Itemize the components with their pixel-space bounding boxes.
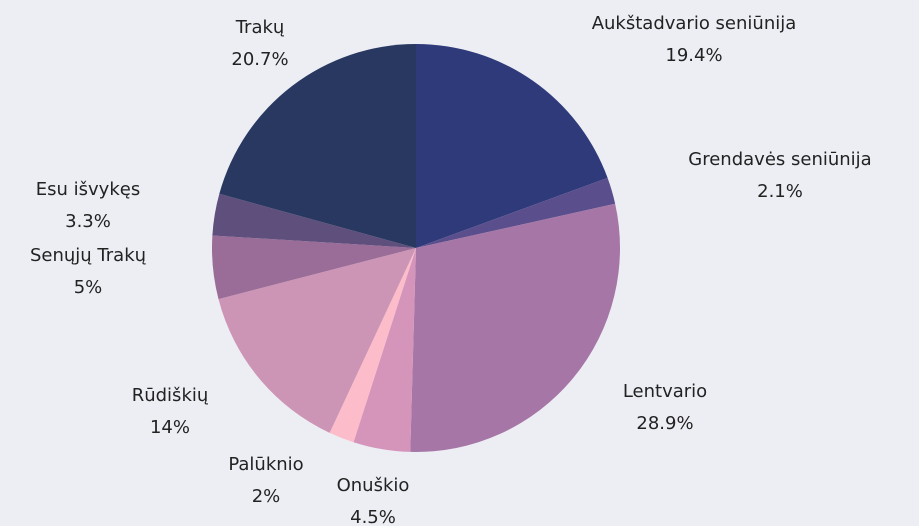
slice-label: Onuškio — [337, 475, 410, 496]
pie-slice — [218, 248, 416, 433]
slice-value: 5% — [74, 277, 103, 298]
slice-label: Grendavės seniūnija — [688, 149, 871, 170]
pie-slice — [329, 248, 416, 443]
pie-slice — [212, 193, 416, 248]
pie-slice — [353, 248, 416, 452]
slice-value: 2% — [252, 486, 281, 507]
slice-value: 28.9% — [636, 413, 693, 434]
slice-value: 3.3% — [65, 211, 111, 232]
pie-slice — [410, 203, 620, 452]
slice-label: Aukštadvario seniūnija — [592, 13, 797, 34]
slice-value: 20.7% — [231, 49, 288, 70]
slice-label: Rūdiškių — [132, 385, 209, 406]
pie-slice — [219, 44, 416, 248]
pie-slice — [416, 177, 616, 248]
slice-label: Trakų — [235, 17, 285, 38]
slice-label: Lentvario — [623, 381, 707, 402]
pie-slice — [212, 235, 416, 300]
slice-label: Esu išvykęs — [36, 179, 140, 200]
slice-label: Senųjų Trakų — [30, 245, 147, 266]
slice-value: 4.5% — [350, 507, 396, 526]
slice-label: Palūknio — [228, 454, 303, 475]
slice-value: 19.4% — [665, 45, 722, 66]
slice-value: 14% — [150, 417, 190, 438]
slice-value: 2.1% — [757, 181, 803, 202]
pie-slice — [416, 44, 608, 248]
